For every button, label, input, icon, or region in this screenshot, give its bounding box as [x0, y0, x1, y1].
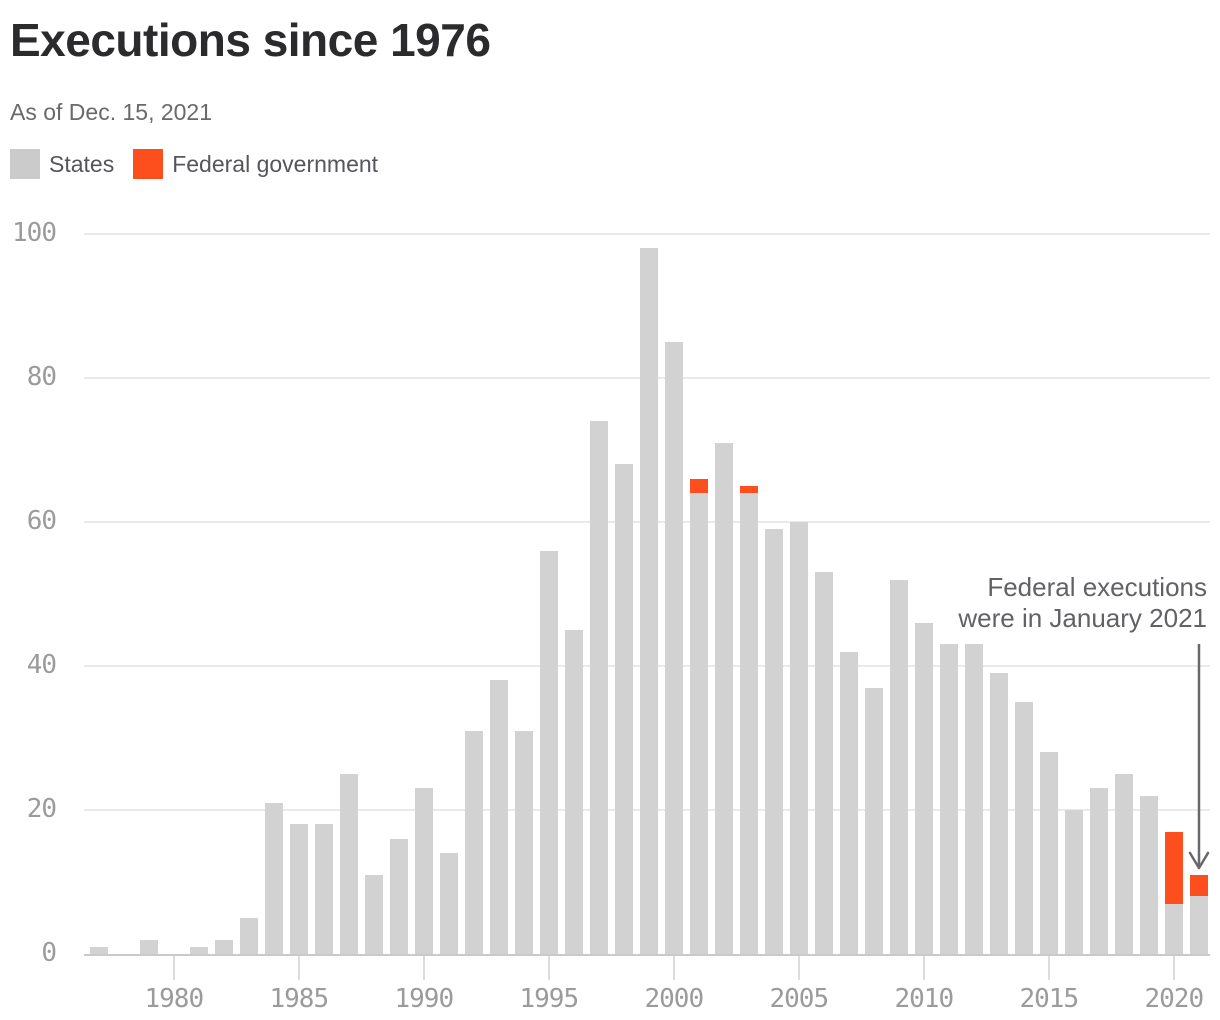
bar-1994-states [514, 730, 533, 954]
bar-2021-federal [1189, 874, 1208, 897]
x-tick-2010 [922, 956, 925, 980]
legend-label-federal: Federal government [172, 150, 379, 177]
legend-item-federal: Federal government [133, 149, 378, 179]
bar-1986-states [314, 824, 333, 954]
bar-2012-states [964, 644, 983, 954]
federal-swatch [133, 149, 164, 179]
bar-2009-states [889, 579, 908, 954]
bar-1983-states [239, 918, 258, 954]
annotation-arrow-icon [1188, 644, 1210, 870]
bar-1996-states [564, 630, 583, 954]
x-axis-label-1985: 1985 [269, 984, 329, 1014]
legend-label-states: States [49, 150, 115, 177]
x-axis-label-2020: 2020 [1144, 984, 1204, 1014]
bar-2003-federal [739, 486, 758, 494]
bar-2007-states [839, 651, 858, 954]
gridline-100 [84, 233, 1210, 235]
bar-1997-states [589, 421, 608, 954]
bar-2020-federal [1164, 831, 1183, 904]
bar-2013-states [989, 673, 1008, 954]
y-axis-label-80: 80 [26, 362, 57, 392]
bar-2010-states [914, 622, 933, 954]
y-axis-label-40: 40 [26, 650, 57, 680]
x-tick-1990 [422, 956, 425, 980]
y-axis-label-0: 0 [41, 938, 57, 968]
bar-1995-states [539, 550, 558, 954]
bar-2019-states [1139, 795, 1158, 954]
bar-2016-states [1064, 810, 1083, 954]
x-tick-2000 [672, 956, 675, 980]
x-axis-label-2010: 2010 [894, 984, 954, 1014]
bar-2005-states [789, 522, 808, 954]
bar-2020-states [1164, 903, 1183, 954]
bar-2018-states [1114, 774, 1133, 954]
bar-2015-states [1039, 752, 1058, 954]
bar-1987-states [339, 774, 358, 954]
chart-title: Executions since 1976 [10, 14, 491, 66]
bar-2004-states [764, 529, 783, 954]
chart-legend: States Federal government [10, 149, 397, 179]
x-tick-2020 [1172, 956, 1175, 980]
bar-1999-states [639, 248, 658, 954]
x-axis-label-1995: 1995 [519, 984, 579, 1014]
states-swatch [10, 149, 40, 179]
chart-subtitle: As of Dec. 15, 2021 [10, 99, 213, 125]
x-axis-label-2000: 2000 [644, 984, 704, 1014]
bar-2017-states [1089, 788, 1108, 954]
bar-2001-federal [689, 478, 708, 494]
bar-2003-states [739, 493, 758, 954]
bar-1977-states [89, 946, 108, 954]
x-tick-1985 [297, 956, 300, 980]
bar-2006-states [814, 572, 833, 954]
bar-2011-states [939, 644, 958, 954]
legend-item-states: States [10, 149, 114, 179]
annotation-line-2: were in January 2021 [958, 603, 1207, 633]
bar-1990-states [414, 788, 433, 954]
x-axis-label-2005: 2005 [769, 984, 829, 1014]
bar-2021-states [1189, 896, 1208, 954]
y-axis-label-20: 20 [26, 794, 57, 824]
x-axis-label-1980: 1980 [144, 984, 204, 1014]
bar-1988-states [364, 874, 383, 954]
bar-2000-states [664, 342, 683, 954]
bar-2014-states [1014, 702, 1033, 954]
bar-2008-states [864, 687, 883, 954]
bar-1982-states [214, 939, 233, 954]
bar-1992-states [464, 730, 483, 954]
x-axis-label-1990: 1990 [394, 984, 454, 1014]
bar-1989-states [389, 838, 408, 954]
x-axis-label-2015: 2015 [1019, 984, 1079, 1014]
y-axis-label-60: 60 [26, 506, 57, 536]
y-axis-label-100: 100 [12, 218, 57, 248]
bar-1991-states [439, 853, 458, 954]
bar-2002-states [714, 442, 733, 954]
bar-1985-states [289, 824, 308, 954]
x-tick-2005 [797, 956, 800, 980]
x-axis-line [84, 954, 1210, 956]
bar-1998-states [614, 464, 633, 954]
x-tick-1980 [172, 956, 175, 980]
bar-1984-states [264, 802, 283, 954]
annotation-line-1: Federal executions [987, 572, 1207, 602]
bar-1981-states [189, 946, 208, 954]
annotation-federal-2021: Federal executions were in January 2021 [958, 572, 1207, 634]
bar-1993-states [489, 680, 508, 954]
bar-2001-states [689, 493, 708, 954]
x-tick-2015 [1047, 956, 1050, 980]
x-tick-1995 [547, 956, 550, 980]
bar-1979-states [139, 939, 158, 954]
